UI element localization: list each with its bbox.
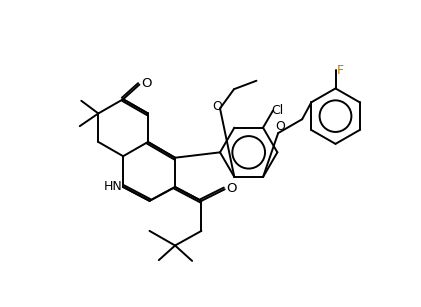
Text: F: F [336,64,344,77]
Text: O: O [212,100,222,113]
Text: Cl: Cl [272,104,284,117]
Text: O: O [226,182,237,195]
Text: HN: HN [104,181,123,193]
Text: O: O [275,120,285,134]
Text: O: O [141,77,152,90]
